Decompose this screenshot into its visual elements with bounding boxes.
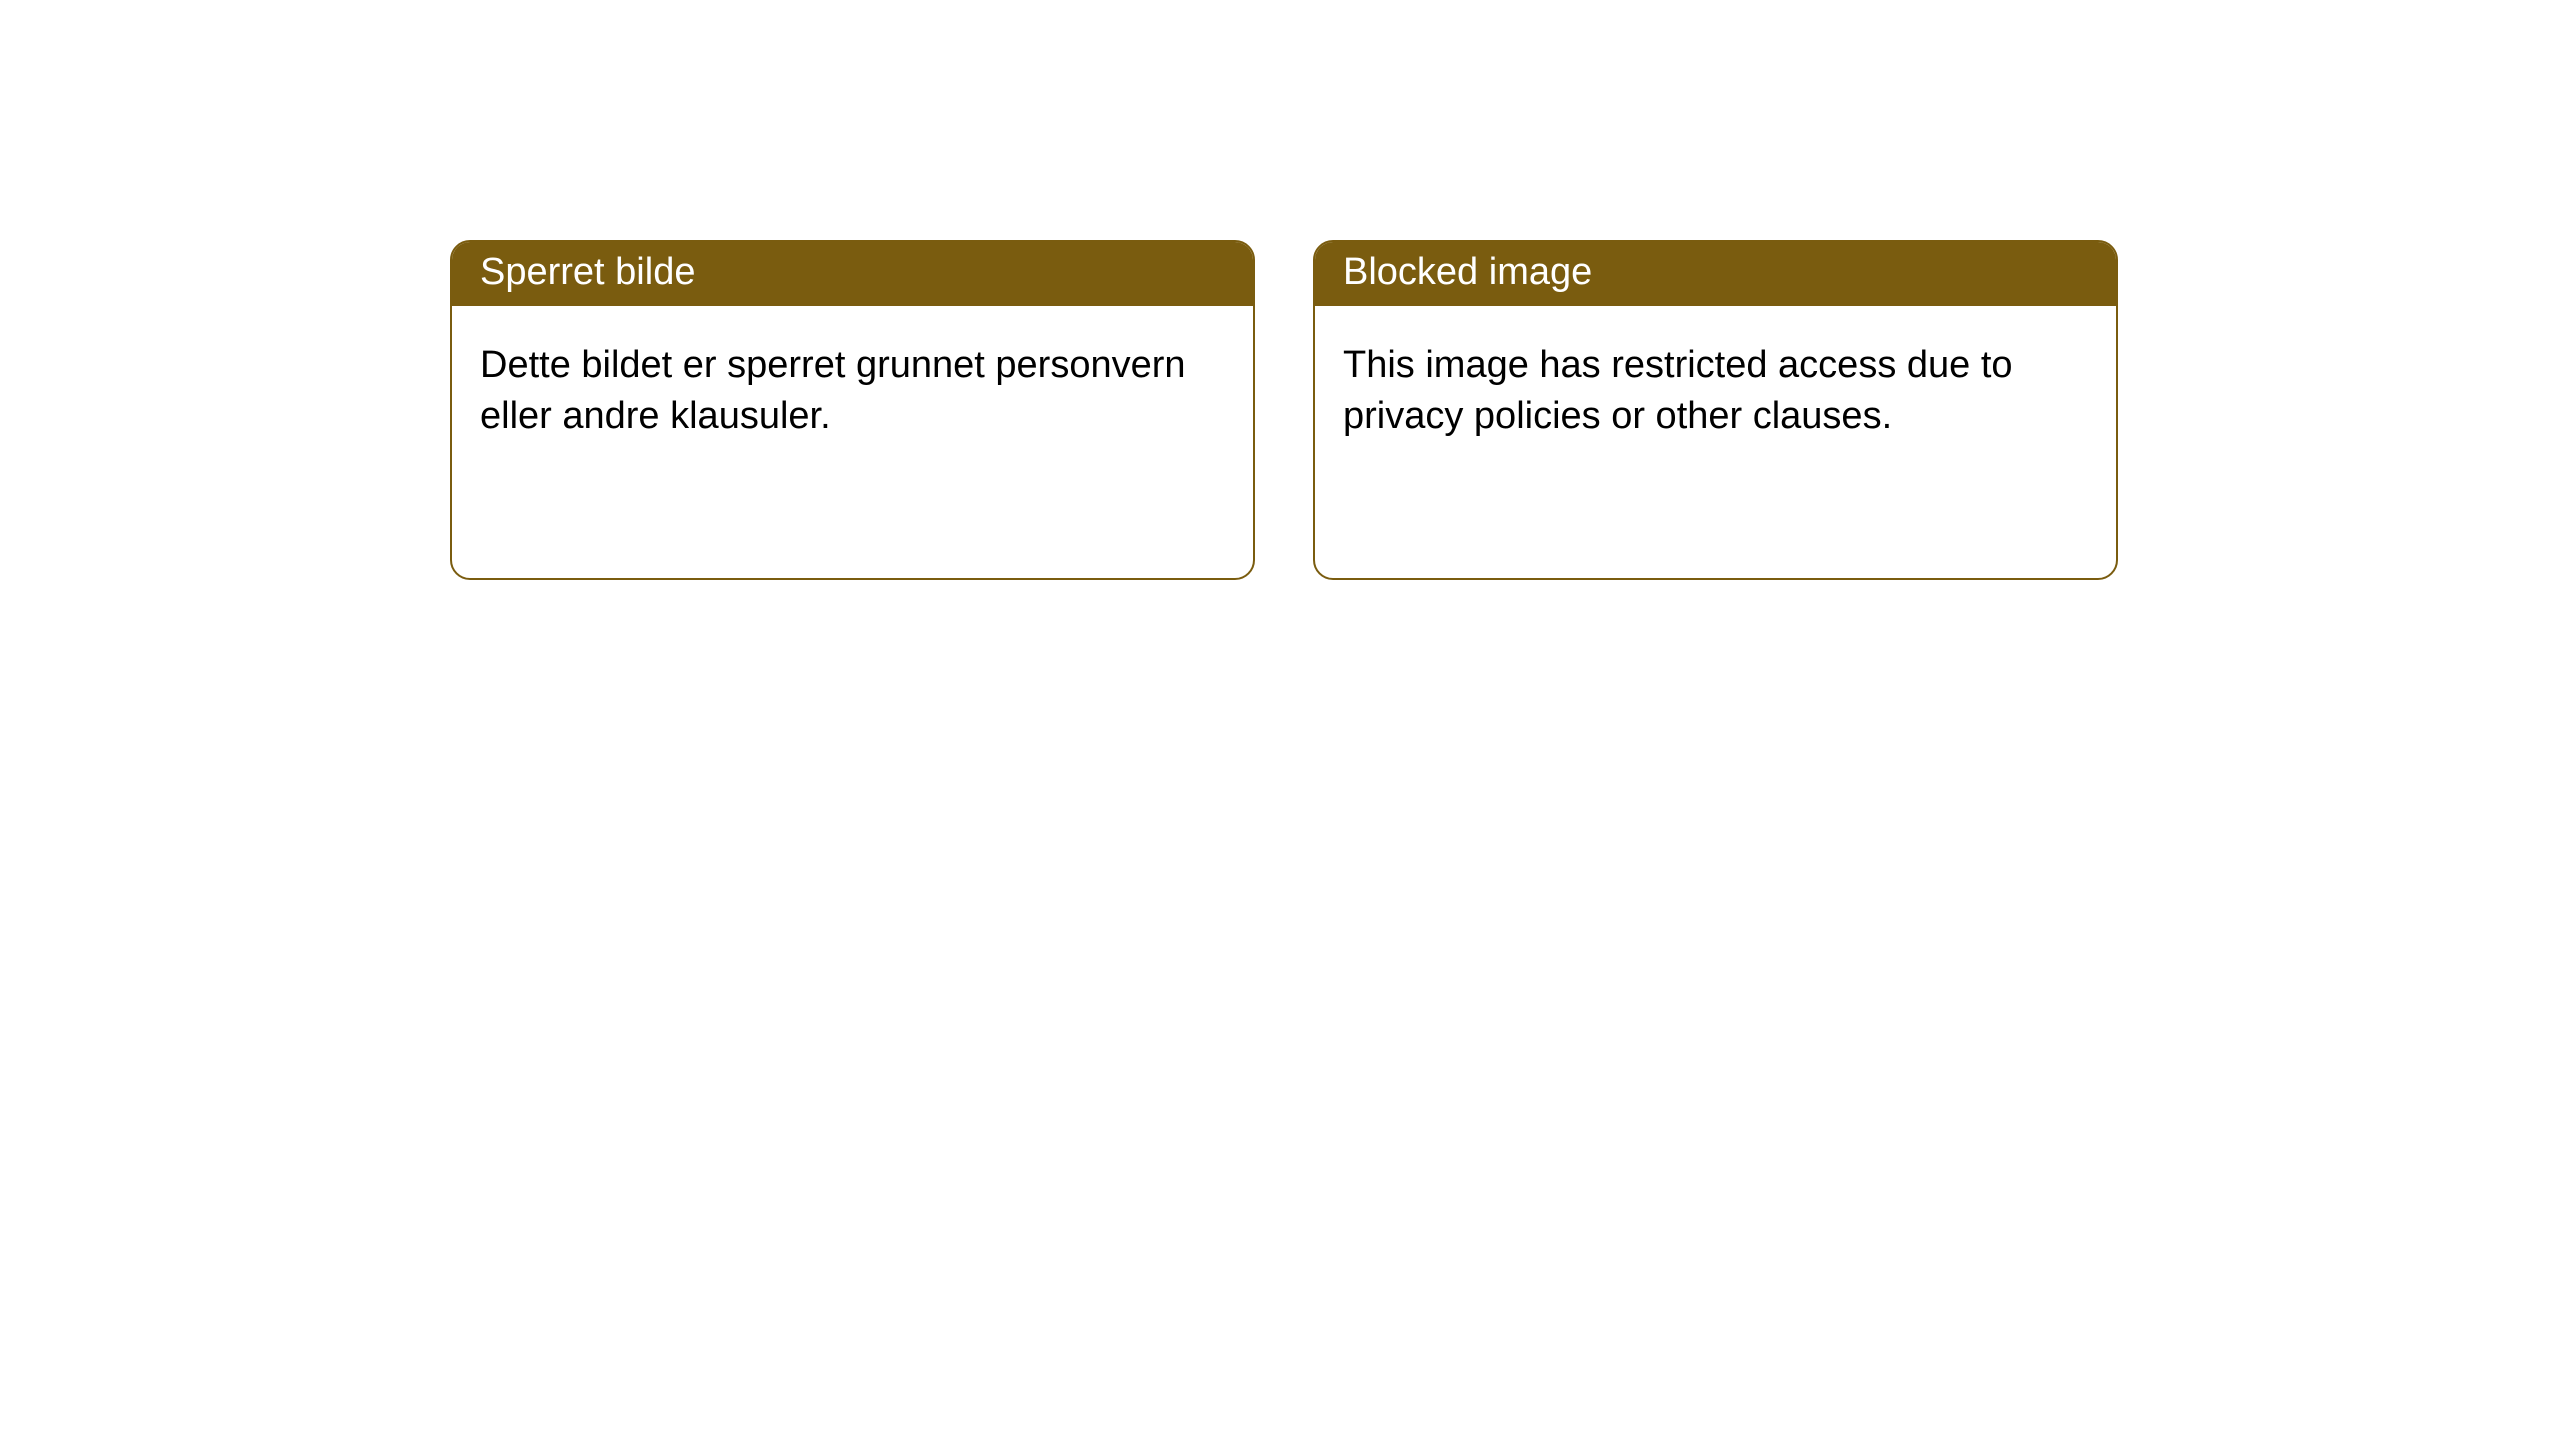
notice-body: This image has restricted access due to … bbox=[1315, 306, 2116, 477]
notice-container: Sperret bilde Dette bildet er sperret gr… bbox=[0, 0, 2560, 580]
notice-card-norwegian: Sperret bilde Dette bildet er sperret gr… bbox=[450, 240, 1255, 580]
notice-card-english: Blocked image This image has restricted … bbox=[1313, 240, 2118, 580]
notice-body: Dette bildet er sperret grunnet personve… bbox=[452, 306, 1253, 477]
notice-header: Sperret bilde bbox=[452, 242, 1253, 306]
notice-header: Blocked image bbox=[1315, 242, 2116, 306]
